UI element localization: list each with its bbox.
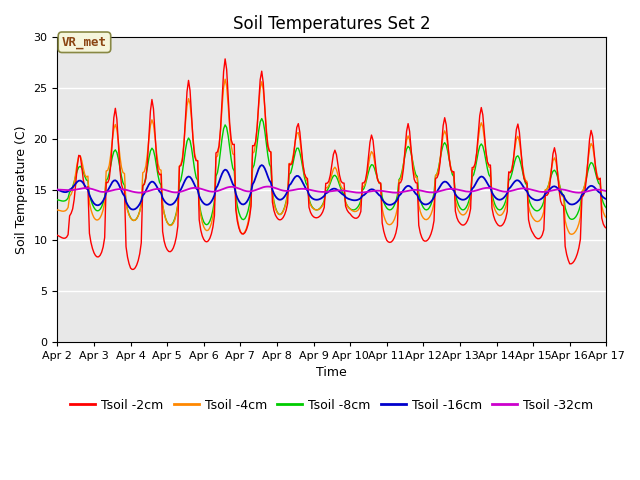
- Tsoil -2cm: [69, 206, 77, 212]
- Y-axis label: Soil Temperature (C): Soil Temperature (C): [15, 125, 28, 254]
- Tsoil -2cm: [128, 266, 136, 272]
- Tsoil -2cm: [400, 165, 408, 171]
- Tsoil -8cm: [156, 180, 163, 185]
- Tsoil -4cm: [386, 222, 394, 228]
- Tsoil -32cm: [54, 187, 61, 192]
- Tsoil -16cm: [387, 202, 395, 207]
- Tsoil -16cm: [602, 196, 610, 202]
- Tsoil -32cm: [387, 190, 395, 195]
- Text: VR_met: VR_met: [62, 36, 107, 49]
- Tsoil -16cm: [369, 187, 377, 192]
- Tsoil -4cm: [54, 207, 61, 213]
- Tsoil -2cm: [157, 171, 165, 177]
- Tsoil -32cm: [369, 188, 377, 194]
- Tsoil -32cm: [602, 188, 610, 194]
- Tsoil -4cm: [156, 167, 163, 172]
- Line: Tsoil -16cm: Tsoil -16cm: [58, 165, 606, 209]
- Line: Tsoil -8cm: Tsoil -8cm: [58, 119, 606, 225]
- Tsoil -4cm: [602, 215, 610, 221]
- Tsoil -8cm: [538, 203, 546, 209]
- Tsoil -32cm: [69, 187, 77, 193]
- Tsoil -16cm: [400, 187, 408, 193]
- Tsoil -32cm: [136, 190, 143, 195]
- Tsoil -4cm: [221, 76, 229, 82]
- Tsoil -2cm: [538, 232, 546, 238]
- Tsoil -8cm: [54, 197, 61, 203]
- Tsoil -8cm: [166, 222, 174, 228]
- Tsoil -32cm: [538, 189, 546, 195]
- Tsoil -16cm: [130, 206, 138, 212]
- Tsoil -2cm: [387, 239, 395, 245]
- Tsoil -8cm: [369, 162, 377, 168]
- Tsoil -32cm: [264, 184, 271, 190]
- Line: Tsoil -32cm: Tsoil -32cm: [58, 187, 606, 192]
- Tsoil -4cm: [398, 172, 406, 178]
- Tsoil -16cm: [54, 187, 61, 192]
- Tsoil -32cm: [400, 189, 408, 194]
- Title: Soil Temperatures Set 2: Soil Temperatures Set 2: [233, 15, 431, 33]
- Tsoil -16cm: [157, 190, 165, 196]
- Tsoil -16cm: [69, 184, 77, 190]
- Tsoil -8cm: [387, 206, 395, 212]
- Tsoil -8cm: [258, 116, 266, 121]
- Tsoil -16cm: [258, 162, 266, 168]
- Tsoil -8cm: [400, 161, 408, 167]
- Tsoil -2cm: [54, 232, 61, 238]
- Tsoil -4cm: [568, 231, 575, 237]
- Tsoil -2cm: [221, 56, 229, 62]
- Tsoil -4cm: [367, 149, 375, 155]
- Tsoil -4cm: [69, 188, 77, 193]
- Tsoil -2cm: [369, 137, 377, 143]
- Tsoil -16cm: [538, 195, 546, 201]
- Tsoil -4cm: [537, 216, 545, 222]
- Tsoil -8cm: [602, 205, 610, 211]
- Line: Tsoil -4cm: Tsoil -4cm: [58, 79, 606, 234]
- Legend: Tsoil -2cm, Tsoil -4cm, Tsoil -8cm, Tsoil -16cm, Tsoil -32cm: Tsoil -2cm, Tsoil -4cm, Tsoil -8cm, Tsoi…: [65, 394, 598, 417]
- Tsoil -32cm: [157, 186, 165, 192]
- Line: Tsoil -2cm: Tsoil -2cm: [58, 59, 606, 269]
- Tsoil -2cm: [602, 225, 610, 231]
- Tsoil -8cm: [69, 184, 77, 190]
- X-axis label: Time: Time: [317, 367, 348, 380]
